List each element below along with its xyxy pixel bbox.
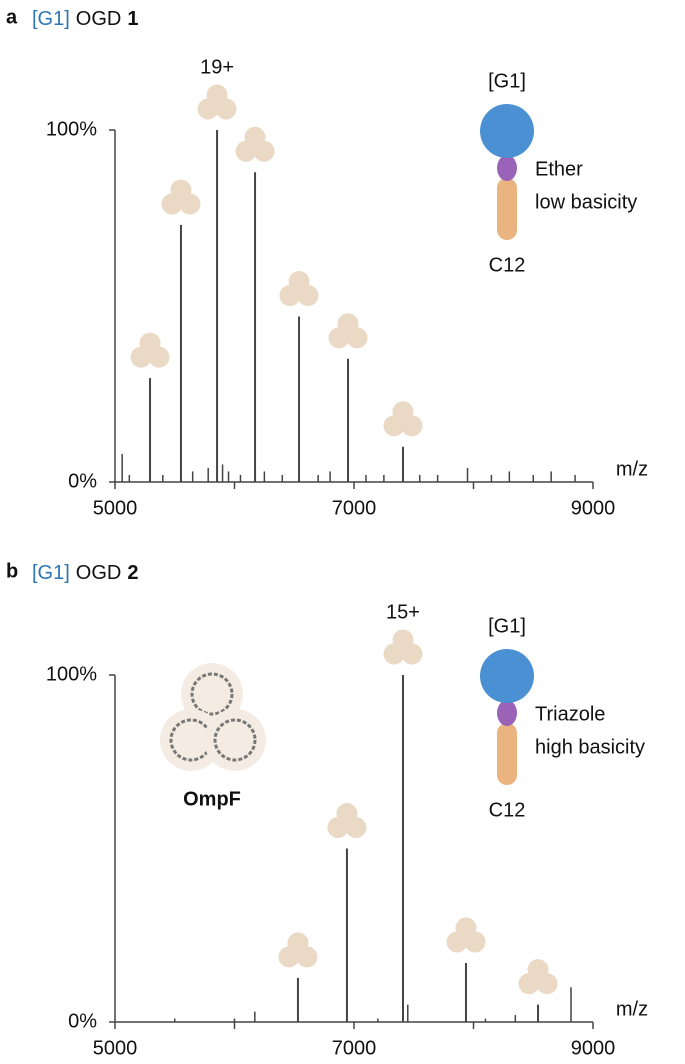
x-tick-label: 9000 bbox=[571, 497, 616, 519]
protein-icon bbox=[327, 817, 349, 838]
protein-icon bbox=[161, 193, 183, 215]
title-number: 1 bbox=[127, 8, 138, 30]
head bbox=[480, 104, 534, 158]
protein-icon bbox=[401, 415, 423, 437]
x-tick-label: 5000 bbox=[93, 497, 138, 519]
x-tick-label: 5000 bbox=[93, 1037, 138, 1059]
y-tick-label: 0% bbox=[68, 1010, 97, 1032]
tail-label: C12 bbox=[489, 254, 526, 276]
ompf-ring bbox=[190, 672, 234, 716]
protein-icon bbox=[383, 643, 405, 665]
head bbox=[480, 649, 534, 703]
panel-label: b bbox=[6, 560, 18, 582]
protein-icon bbox=[279, 285, 301, 307]
y-tick-label: 100% bbox=[46, 663, 97, 685]
protein-icon bbox=[345, 817, 367, 838]
protein-icon bbox=[148, 346, 170, 368]
protein-icon bbox=[253, 140, 275, 162]
y-tick-label: 100% bbox=[46, 118, 97, 140]
linker bbox=[497, 700, 517, 726]
protein-icon bbox=[235, 140, 257, 162]
ompf-ring bbox=[213, 718, 257, 762]
protein-icon bbox=[518, 973, 540, 995]
protein-icon bbox=[296, 946, 318, 968]
tail bbox=[497, 723, 517, 785]
protein-icon bbox=[197, 98, 219, 120]
basicity-label: high basicity bbox=[535, 736, 645, 758]
tail-label: C12 bbox=[489, 799, 526, 821]
title-tag: [G1] bbox=[32, 562, 70, 584]
panel-title: [G1] OGD 2 bbox=[32, 562, 138, 584]
x-tick-label: 7000 bbox=[332, 497, 377, 519]
inset-label: OmpF bbox=[183, 788, 241, 810]
linker-label: Triazole bbox=[535, 703, 605, 725]
protein-icon bbox=[401, 643, 423, 665]
tail bbox=[497, 178, 517, 240]
ompf-subunit bbox=[204, 709, 266, 771]
protein-icon bbox=[278, 946, 300, 968]
y-tick-label: 0% bbox=[68, 470, 97, 492]
protein-icon bbox=[536, 973, 558, 995]
head-label: [G1] bbox=[488, 615, 526, 637]
panel-title: [G1] OGD 1 bbox=[32, 8, 138, 30]
protein-icon bbox=[179, 193, 201, 215]
x-axis-label: m/z bbox=[616, 998, 648, 1020]
protein-icon bbox=[328, 327, 350, 349]
x-tick-label: 9000 bbox=[571, 1037, 616, 1059]
linker-label: Ether bbox=[535, 158, 583, 180]
title-text: OGD bbox=[76, 562, 122, 584]
x-axis-label: m/z bbox=[616, 458, 648, 480]
linker bbox=[497, 155, 517, 181]
protein-icon bbox=[297, 285, 319, 307]
title-text: OGD bbox=[76, 8, 122, 30]
protein-icon bbox=[446, 931, 468, 953]
charge-label: 15+ bbox=[386, 601, 420, 623]
protein-icon bbox=[383, 415, 405, 437]
protein-icon bbox=[346, 327, 368, 349]
protein-icon bbox=[215, 98, 237, 120]
head-label: [G1] bbox=[488, 70, 526, 92]
x-tick-label: 7000 bbox=[332, 1037, 377, 1059]
charge-label: 19+ bbox=[200, 56, 234, 78]
basicity-label: low basicity bbox=[535, 191, 637, 213]
ompf-subunit bbox=[160, 709, 222, 771]
protein-icon bbox=[130, 346, 152, 368]
panel-label: a bbox=[6, 6, 18, 28]
title-tag: [G1] bbox=[32, 8, 70, 30]
protein-icon bbox=[464, 931, 486, 953]
title-number: 2 bbox=[127, 562, 138, 584]
